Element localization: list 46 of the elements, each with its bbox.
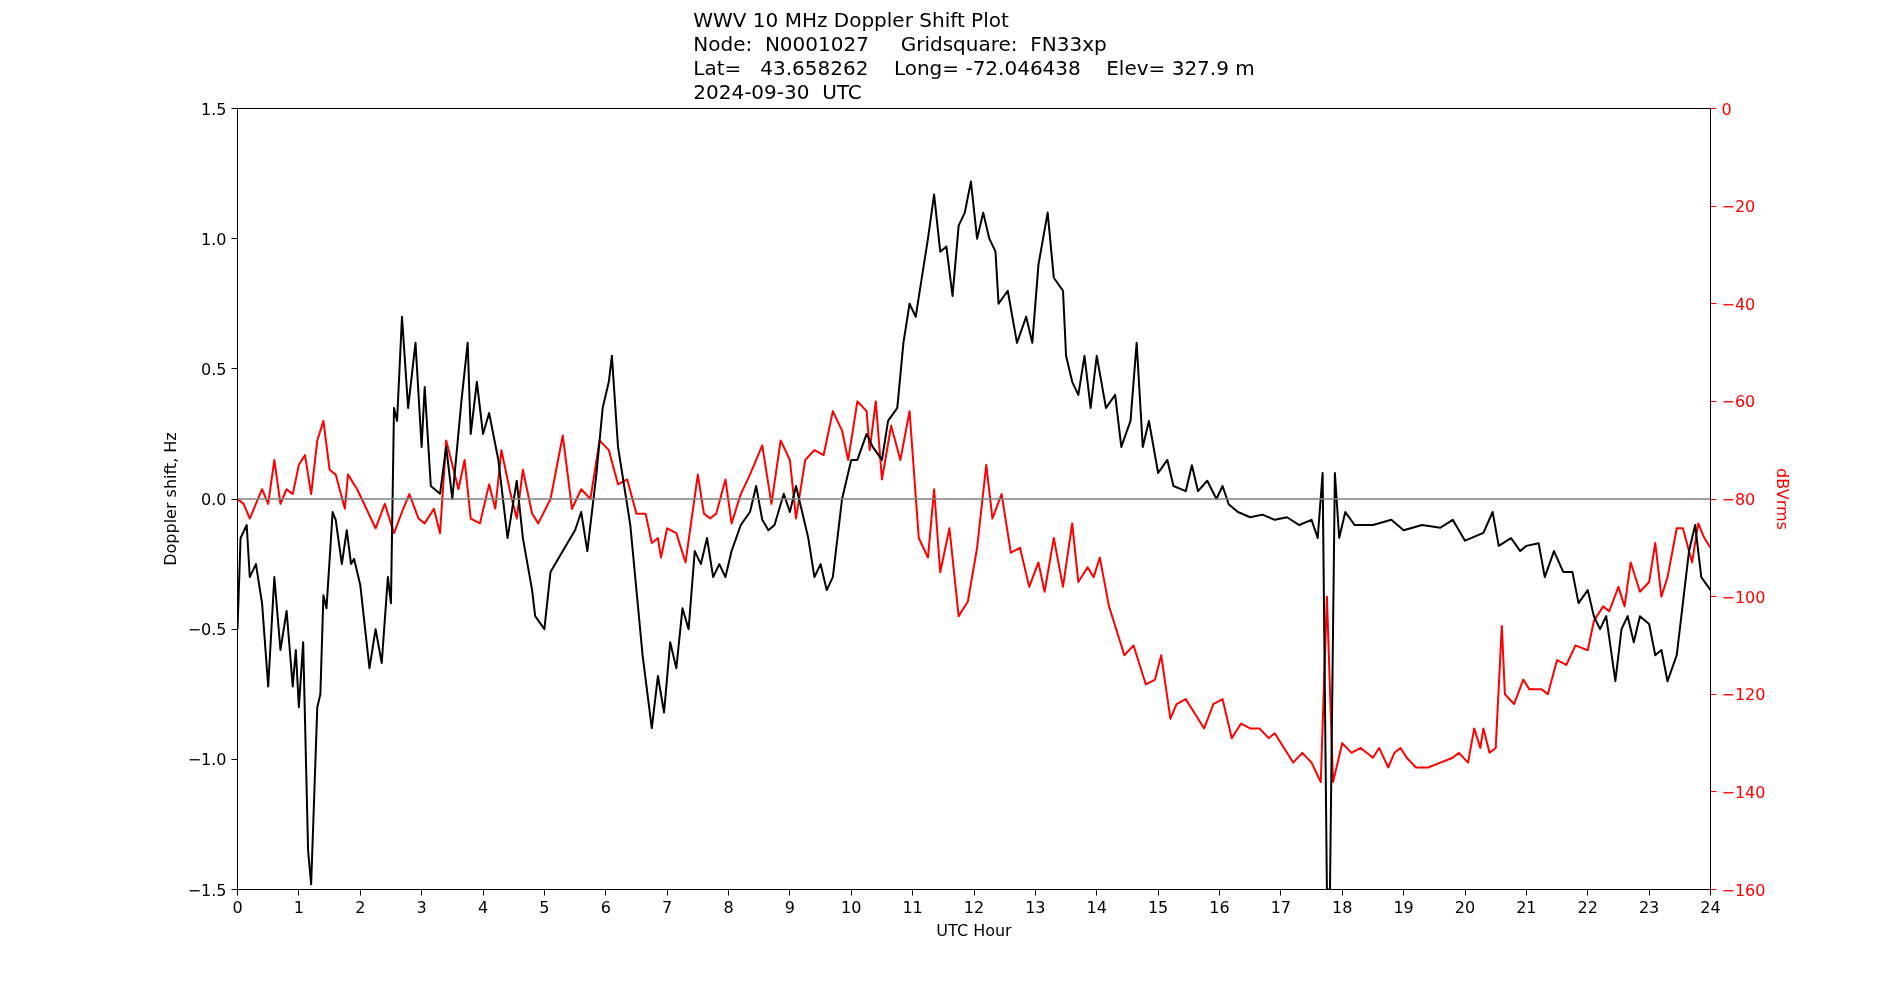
line-series <box>237 400 1711 784</box>
y-tick-label: 1.5 <box>201 99 227 119</box>
y-axis-title: Doppler shift, Hz <box>160 432 180 566</box>
x-tick-label: 6 <box>600 897 611 917</box>
y-tick-label: −1.0 <box>187 750 227 770</box>
y2-tick-label: −160 <box>1721 880 1766 900</box>
x-tick-label: 2 <box>355 897 366 917</box>
y-tick-label: −1.5 <box>187 880 227 900</box>
y2-tick-label: −60 <box>1721 392 1756 412</box>
x-tick-label: 12 <box>963 897 985 917</box>
x-tick-label: 1 <box>293 897 304 917</box>
x-tick-label: 14 <box>1086 897 1107 917</box>
y2-tick-label: −40 <box>1721 294 1756 314</box>
x-tick-label: 22 <box>1577 897 1598 917</box>
x-tick-label: 24 <box>1700 897 1721 917</box>
x-tick-label: 4 <box>477 897 489 917</box>
x-tick-label: 23 <box>1638 897 1660 917</box>
x-tick-label: 18 <box>1332 897 1353 917</box>
x-axis-title: UTC Hour <box>936 920 1013 940</box>
x-tick-label: 11 <box>902 897 923 917</box>
x-tick-label: 8 <box>723 897 734 917</box>
x-tick-label: 17 <box>1270 897 1292 917</box>
y-tick-label: 1.0 <box>201 229 227 249</box>
x-tick-label: 13 <box>1025 897 1046 917</box>
y-tick-label: −0.5 <box>187 620 227 640</box>
x-tick-label: 15 <box>1147 897 1169 917</box>
y2-tick-label: −80 <box>1721 490 1756 509</box>
x-tick-label: 9 <box>784 897 795 917</box>
y2-tick-label: −20 <box>1721 197 1756 217</box>
chart-title: WWV 10 MHz Doppler Shift Plot Node: N0001027 Gridsquare: FN33xp Lat= 43.658262 Long= -72.046438 Elev= 327.9 m 2024-09-30 UTC <box>693 7 1255 104</box>
x-tick-label: 21 <box>1516 897 1537 917</box>
y2-tick-label: 0 <box>1721 99 1732 119</box>
x-tick-label: 16 <box>1209 897 1230 917</box>
y2-tick-label: −140 <box>1721 782 1766 802</box>
x-tick-label: 20 <box>1454 897 1476 917</box>
y2-axis-title: dBVrms <box>1773 468 1793 530</box>
y-tick-label: 0.5 <box>201 359 227 379</box>
y2-tick-label: −100 <box>1721 587 1766 607</box>
x-tick-label: 0 <box>232 897 243 917</box>
y-tick-label: 0.0 <box>201 490 227 509</box>
x-tick-label: 5 <box>539 897 550 917</box>
y2-tick-label: −120 <box>1721 685 1766 705</box>
x-tick-label: 19 <box>1393 897 1414 917</box>
x-tick-label: 10 <box>841 897 862 917</box>
x-tick-label: 3 <box>416 897 427 917</box>
x-tick-label: 7 <box>662 897 673 917</box>
